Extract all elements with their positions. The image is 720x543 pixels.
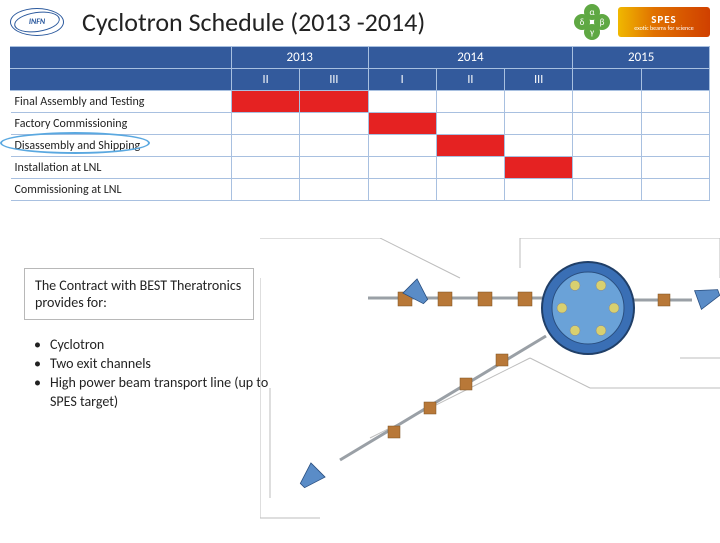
- gantt-cell: [368, 179, 436, 201]
- table-row: Disassembly and Shipping: [11, 135, 710, 157]
- contract-text: The Contract with BEST Theratronics prov…: [35, 277, 241, 311]
- task-label: Disassembly and Shipping: [11, 135, 232, 157]
- gantt-cell: [573, 113, 641, 135]
- gantt-cell: [573, 179, 641, 201]
- list-item: High power beam transport line (up to SP…: [34, 374, 274, 410]
- quarter-header: [573, 69, 641, 91]
- gantt-cell: [300, 113, 368, 135]
- gantt-cell: [368, 135, 436, 157]
- gantt-cell: [436, 179, 504, 201]
- infn-logo: INFN: [10, 8, 64, 36]
- gantt-cell: [641, 179, 709, 201]
- year-header: 2013: [231, 47, 368, 69]
- gantt-cell-filled: [300, 91, 368, 113]
- quarter-header: II: [231, 69, 299, 91]
- task-label: Commissioning at LNL: [11, 179, 232, 201]
- gantt-table: 201320142015 IIIIIIIIIII Final Assembly …: [10, 46, 710, 201]
- gantt-cell: [641, 157, 709, 179]
- quarter-header: II: [436, 69, 504, 91]
- table-row: Final Assembly and Testing: [11, 91, 710, 113]
- gantt-cell-filled: [505, 157, 573, 179]
- quarter-header: I: [368, 69, 436, 91]
- gantt-cell: [505, 113, 573, 135]
- slide-header: INFN Cyclotron Schedule (2013 -2014) α δ…: [0, 0, 720, 46]
- gantt-cell: [436, 157, 504, 179]
- contract-bullets: CyclotronTwo exit channelsHigh power bea…: [34, 336, 274, 412]
- quarter-header: III: [505, 69, 573, 91]
- gantt-corner: [11, 47, 232, 69]
- year-header: 2014: [368, 47, 573, 69]
- gantt-cell: [573, 91, 641, 113]
- gantt-corner-q: [11, 69, 232, 91]
- table-row: Installation at LNL: [11, 157, 710, 179]
- gantt-cell: [300, 135, 368, 157]
- task-label: Factory Commissioning: [11, 113, 232, 135]
- table-row: Commissioning at LNL: [11, 179, 710, 201]
- gantt-cell: [641, 113, 709, 135]
- list-item: Cyclotron: [34, 336, 274, 354]
- gantt-cell: [573, 157, 641, 179]
- quarter-header: [641, 69, 709, 91]
- clover-leaf-gamma: γ: [584, 24, 600, 40]
- spes-label: SPES: [651, 14, 677, 25]
- gantt-cell: [231, 157, 299, 179]
- gantt-cell: [231, 113, 299, 135]
- gantt-cell-filled: [231, 91, 299, 113]
- spes-subtitle: exotic beams for science: [634, 25, 693, 31]
- gantt-cell: [573, 135, 641, 157]
- list-item: Two exit channels: [34, 355, 274, 373]
- gantt-year-row: 201320142015: [11, 47, 710, 69]
- year-header: 2015: [573, 47, 710, 69]
- gantt-cell: [368, 91, 436, 113]
- beamline-diagram: [260, 238, 720, 538]
- gantt-cell: [505, 135, 573, 157]
- gantt-cell: [300, 179, 368, 201]
- gantt-cell: [436, 91, 504, 113]
- gantt-quarter-row: IIIIIIIIIII: [11, 69, 710, 91]
- gantt-cell: [436, 113, 504, 135]
- gantt-cell: [231, 135, 299, 157]
- task-label: Final Assembly and Testing: [11, 91, 232, 113]
- gantt-cell: [641, 135, 709, 157]
- gantt-cell-filled: [368, 113, 436, 135]
- gantt-cell: [505, 179, 573, 201]
- gantt-cell: [300, 157, 368, 179]
- quarter-header: III: [300, 69, 368, 91]
- gantt-cell: [641, 91, 709, 113]
- gantt-cell: [368, 157, 436, 179]
- gantt-cell: [231, 179, 299, 201]
- clover-logo: α δ β γ: [574, 4, 610, 40]
- infn-label: INFN: [29, 17, 45, 27]
- gantt-cell: [505, 91, 573, 113]
- task-label: Installation at LNL: [11, 157, 232, 179]
- spes-logo: SPES exotic beams for science: [618, 7, 710, 37]
- table-row: Factory Commissioning: [11, 113, 710, 135]
- slide-title: Cyclotron Schedule (2013 -2014): [82, 6, 566, 38]
- gantt-cell-filled: [436, 135, 504, 157]
- contract-box: The Contract with BEST Theratronics prov…: [24, 268, 254, 320]
